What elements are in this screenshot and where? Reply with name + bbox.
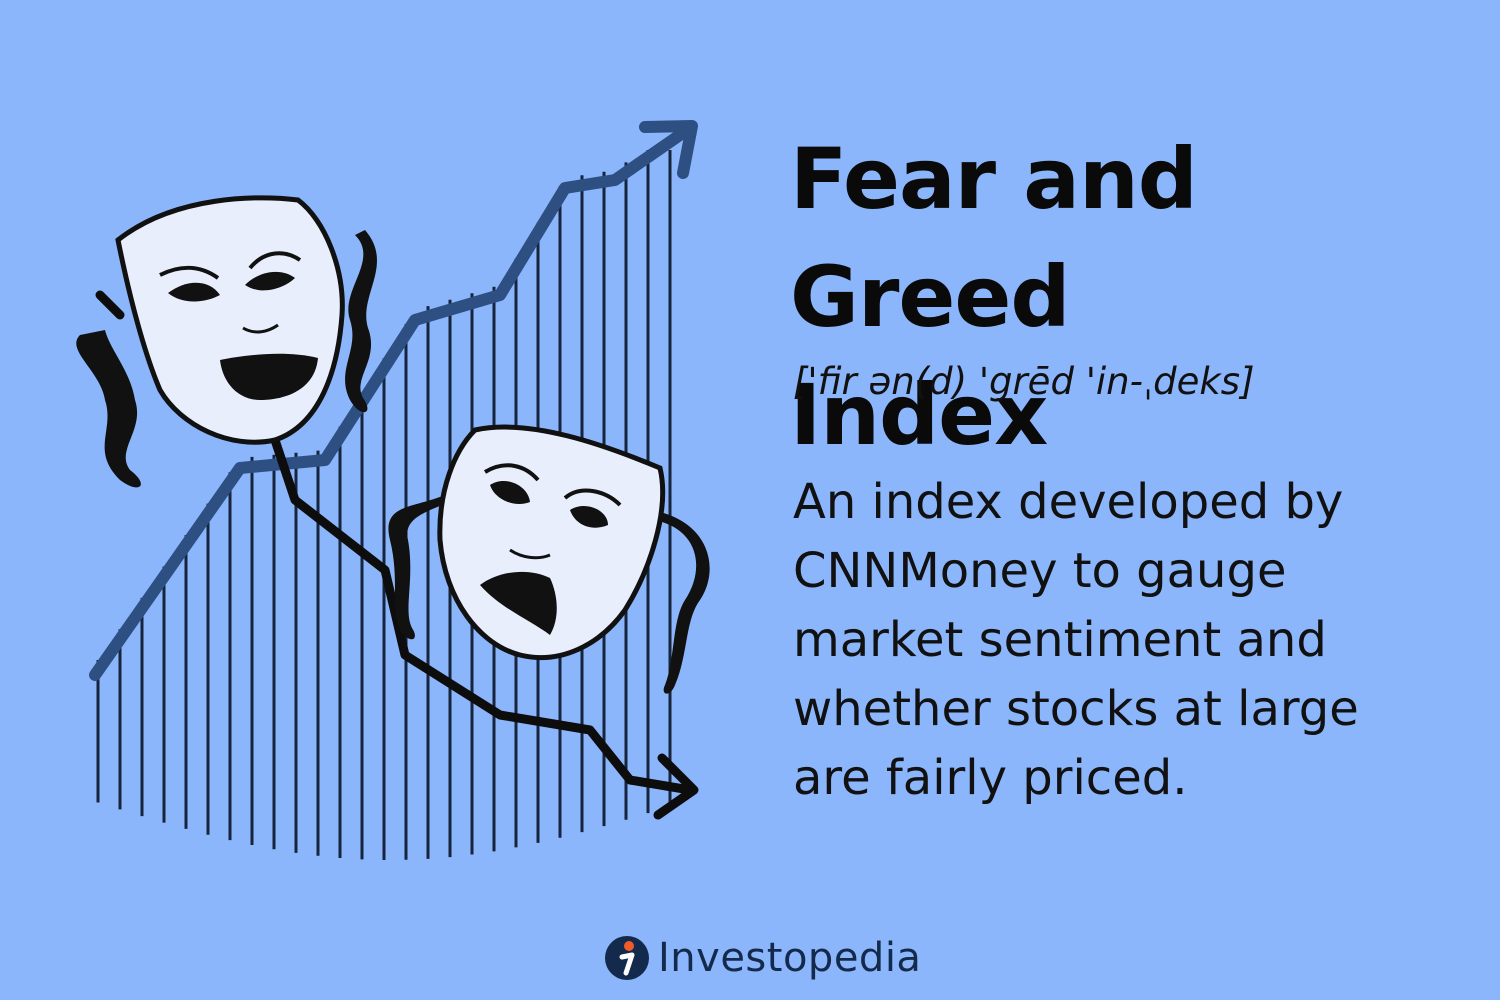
definition-text: An index developed by CNNMoney to gauge … — [793, 474, 1359, 806]
brand-name: Investopedia — [658, 935, 922, 981]
comedy-mask-icon — [76, 195, 377, 488]
up-trend-arrow-icon — [89, 120, 698, 681]
fear-greed-illustration — [76, 120, 710, 860]
page-title: Fear and Greed Index — [790, 130, 1198, 464]
down-trend-arrow-icon — [95, 290, 699, 820]
investopedia-i-logo-icon — [605, 936, 649, 980]
tragedy-mask-icon — [388, 424, 710, 694]
brand-logo: Investopedia — [604, 935, 921, 981]
pronunciation: ['fir ən(d) 'grēd 'in-ˌdeks] — [793, 360, 1255, 403]
